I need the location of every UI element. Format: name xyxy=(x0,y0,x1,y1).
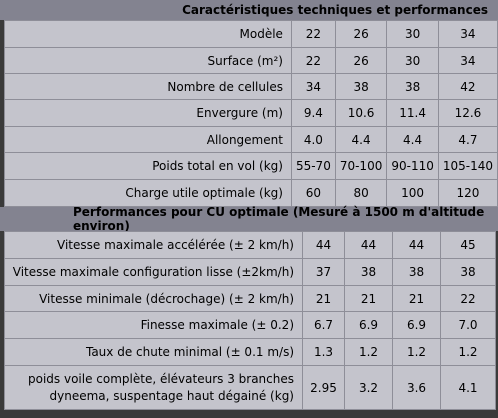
cell-value: 80 xyxy=(334,179,388,207)
cell-value: 38 xyxy=(392,258,441,286)
cell-value: 34 xyxy=(437,20,498,48)
row-label: Vitesse maximale configuration lisse (±2… xyxy=(4,258,303,286)
row-label: poids voile complète, élévateurs 3 branc… xyxy=(4,365,303,410)
cell-value: 1.3 xyxy=(302,338,345,366)
cell-value: 6.9 xyxy=(344,311,393,339)
row-label: Envergure (m) xyxy=(4,99,292,127)
cell-value: 30 xyxy=(386,47,439,74)
cell-value: 37 xyxy=(302,258,345,286)
row-label: Poids total en vol (kg) xyxy=(4,152,292,180)
row-label: Allongement xyxy=(4,126,292,153)
section-header-performance: Performances pour CU optimale (Mesuré à … xyxy=(0,205,498,233)
table-row: poids voile complète, élévateurs 3 branc… xyxy=(4,365,496,410)
cell-value: 1.2 xyxy=(392,338,441,366)
table-row: Vitesse maximale configuration lisse (±2… xyxy=(4,258,496,286)
table-row: Vitesse minimale (décrochage) (± 2 km/h)… xyxy=(4,285,496,312)
cell-value: 60 xyxy=(290,179,336,207)
row-label: Charge utile optimale (kg) xyxy=(4,179,292,207)
characteristics-table: Modèle 22 26 30 34 Surface (m²) 22 26 30… xyxy=(4,20,498,207)
row-label: Nombre de cellules xyxy=(4,73,292,100)
cell-value: 90-110 xyxy=(386,152,439,180)
cell-value: 21 xyxy=(344,285,393,312)
cell-value: 2.95 xyxy=(302,365,345,410)
section-header-characteristics: Caractéristiques techniques et performan… xyxy=(0,0,498,20)
cell-value: 9.4 xyxy=(290,99,336,127)
cell-value: 55-70 xyxy=(290,152,336,180)
table-row: Finesse maximale (± 0.2) 6.7 6.9 6.9 7.0 xyxy=(4,311,496,339)
performance-table: Vitesse maximale accélérée (± 2 km/h) 44… xyxy=(4,231,496,410)
cell-value: 44 xyxy=(392,231,441,259)
cell-value: 1.2 xyxy=(440,338,496,366)
row-label: Surface (m²) xyxy=(4,47,292,74)
cell-value: 42 xyxy=(437,73,498,100)
table-row: Taux de chute minimal (± 0.1 m/s) 1.3 1.… xyxy=(4,338,496,366)
cell-value: 70-100 xyxy=(334,152,388,180)
cell-value: 38 xyxy=(386,73,439,100)
cell-value: 6.9 xyxy=(392,311,441,339)
cell-value: 38 xyxy=(334,73,388,100)
row-label: Finesse maximale (± 0.2) xyxy=(4,311,303,339)
cell-value: 12.6 xyxy=(437,99,498,127)
table-row: Surface (m²) 22 26 30 34 xyxy=(4,47,498,74)
cell-value: 4.4 xyxy=(334,126,388,153)
cell-value: 4.4 xyxy=(386,126,439,153)
cell-value: 34 xyxy=(437,47,498,74)
cell-value: 7.0 xyxy=(440,311,496,339)
cell-value: 4.7 xyxy=(437,126,498,153)
table-row: Vitesse maximale accélérée (± 2 km/h) 44… xyxy=(4,231,496,259)
cell-value: 105-140 xyxy=(437,152,498,180)
cell-value: 38 xyxy=(440,258,496,286)
cell-value: 4.1 xyxy=(440,365,496,410)
cell-value: 26 xyxy=(334,47,388,74)
cell-value: 30 xyxy=(386,20,439,48)
cell-value: 3.6 xyxy=(392,365,441,410)
cell-value: 34 xyxy=(290,73,336,100)
table-row: Charge utile optimale (kg) 60 80 100 120 xyxy=(4,179,498,207)
cell-value: 1.2 xyxy=(344,338,393,366)
cell-value: 45 xyxy=(440,231,496,259)
cell-value: 21 xyxy=(392,285,441,312)
cell-value: 38 xyxy=(344,258,393,286)
table-row: Envergure (m) 9.4 10.6 11.4 12.6 xyxy=(4,99,498,127)
row-label: Vitesse minimale (décrochage) (± 2 km/h) xyxy=(4,285,303,312)
cell-value: 44 xyxy=(344,231,393,259)
cell-value: 22 xyxy=(290,20,336,48)
row-label: Modèle xyxy=(4,20,292,48)
cell-value: 11.4 xyxy=(386,99,439,127)
cell-value: 120 xyxy=(437,179,498,207)
section-title: Caractéristiques techniques et performan… xyxy=(182,3,488,17)
cell-value: 6.7 xyxy=(302,311,345,339)
table-row: Poids total en vol (kg) 55-70 70-100 90-… xyxy=(4,152,498,180)
cell-value: 26 xyxy=(334,20,388,48)
table-row: Modèle 22 26 30 34 xyxy=(4,20,498,48)
cell-value: 3.2 xyxy=(344,365,393,410)
cell-value: 22 xyxy=(440,285,496,312)
cell-value: 44 xyxy=(302,231,345,259)
cell-value: 4.0 xyxy=(290,126,336,153)
row-label: Vitesse maximale accélérée (± 2 km/h) xyxy=(4,231,303,259)
cell-value: 10.6 xyxy=(334,99,388,127)
cell-value: 100 xyxy=(386,179,439,207)
cell-value: 21 xyxy=(302,285,345,312)
table-row: Nombre de cellules 34 38 38 42 xyxy=(4,73,498,100)
table-row: Allongement 4.0 4.4 4.4 4.7 xyxy=(4,126,498,153)
cell-value: 22 xyxy=(290,47,336,74)
section-title: Performances pour CU optimale (Mesuré à … xyxy=(73,205,485,233)
row-label: Taux de chute minimal (± 0.1 m/s) xyxy=(4,338,303,366)
